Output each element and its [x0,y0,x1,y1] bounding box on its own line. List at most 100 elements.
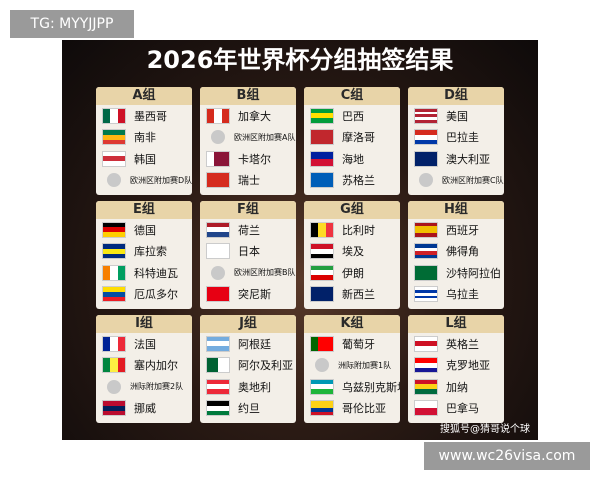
placeholder-icon [107,379,121,394]
team-name: 葡萄牙 [342,337,375,351]
team-row: 瑞士 [200,170,296,192]
team-name: 突尼斯 [238,288,271,302]
flag [310,286,334,303]
group-header: L组 [408,315,504,333]
placeholder-icon [419,173,433,188]
team-row: 西班牙 [408,219,504,241]
group-header: H组 [408,201,504,219]
team-row: 加纳 [408,376,504,398]
team-row: 苏格兰 [304,170,400,192]
group-card: K组葡萄牙洲际附加赛1队乌兹别克斯坦哥伦比亚 [304,315,400,423]
team-name: 加纳 [446,380,468,394]
team-row: 挪威 [96,398,192,420]
flag [102,335,126,352]
team-name: 欧洲区附加赛A队 [234,132,296,142]
group-card: F组荷兰日本 欧洲区附加赛B队突尼斯 [200,201,296,309]
title: 2026年世界杯分组抽签结果 [146,46,454,74]
team-row: 约旦 [200,398,296,420]
source: 搜狐号@猜哥说个球 [440,424,530,435]
team-row: 欧洲区附加赛A队 [200,127,296,149]
team-name: 乌兹别克斯坦 [342,380,400,394]
group-card: J组 阿根廷 阿尔及利亚 奥地利 约旦 [200,315,296,423]
team-row: 墨西哥 [96,105,192,127]
flag [414,264,438,281]
flag [414,400,438,417]
team-name: 德国 [134,223,156,237]
team-name: 挪威 [134,402,156,416]
flag [206,172,230,189]
flag [310,264,334,281]
group-card: C组 巴西 摩洛哥海地苏格兰 [304,87,400,195]
team-row: 欧洲区附加赛B队 [200,262,296,284]
group-card: H组 西班牙 佛得角 沙特阿拉伯 乌拉圭 [408,201,504,309]
flag [102,243,126,260]
group-card: L组英格兰克罗地亚加纳巴拿马 [408,315,504,423]
team-name: 荷兰 [238,223,260,237]
flag [206,150,230,167]
team-row: 欧洲区附加赛D队 [96,170,192,192]
team-row: 澳大利亚 [408,148,504,170]
group-card: I组 法国 塞内加尔 洲际附加赛2队 挪威 [96,315,192,423]
team-name: 巴拿马 [446,402,479,416]
flag [102,129,126,146]
flag [414,107,438,124]
team-row: 乌拉圭 [408,284,504,306]
url-watermark: www.wc26visa.com [424,442,590,470]
team-name: 洲际附加赛1队 [338,360,392,370]
flag [414,129,438,146]
group-header: G组 [304,201,400,219]
team-name: 库拉索 [134,245,167,259]
team-name: 克罗地亚 [446,359,490,373]
flag [102,264,126,281]
team-name: 哥伦比亚 [342,402,386,416]
group-card: A组 墨西哥 南非 韩国 欧洲区附加赛D队 [96,87,192,195]
placeholder-icon [315,358,329,373]
flag [206,221,230,238]
flag [206,335,230,352]
team-name: 新西兰 [342,288,375,302]
team-row: 巴拿马 [408,398,504,420]
group-header: C组 [304,87,400,105]
flag [310,150,334,167]
team-row: 法国 [96,333,192,355]
team-name: 埃及 [342,245,364,259]
team-row: 科特迪瓦 [96,262,192,284]
team-row: 乌兹别克斯坦 [304,376,400,398]
team-name: 厄瓜多尔 [134,288,178,302]
team-row: 哥伦比亚 [304,398,400,420]
team-row: 洲际附加赛2队 [96,376,192,398]
team-name: 阿尔及利亚 [238,359,293,373]
team-row: 伊朗 [304,262,400,284]
team-name: 巴拉圭 [446,131,479,145]
flag [206,286,230,303]
group-header: D组 [408,87,504,105]
flag [102,221,126,238]
team-row: 巴拉圭 [408,127,504,149]
team-name: 英格兰 [446,337,479,351]
group-header: B组 [200,87,296,105]
team-name: 瑞士 [238,174,260,188]
team-name: 洲际附加赛2队 [130,382,184,392]
team-name: 伊朗 [342,266,364,280]
placeholder-icon [211,130,225,145]
flag [310,129,334,146]
team-row: 卡塔尔 [200,148,296,170]
flag [206,357,230,374]
team-row: 洲际附加赛1队 [304,355,400,377]
watermark: TG: MYYJJPP [10,10,134,38]
team-name: 海地 [342,152,364,166]
flag [206,243,230,260]
team-row: 埃及 [304,241,400,263]
flag [310,243,334,260]
team-row: 摩洛哥 [304,127,400,149]
team-name: 比利时 [342,223,375,237]
flag [310,378,334,395]
team-row: 巴西 [304,105,400,127]
flag [414,221,438,238]
flag [102,150,126,167]
team-row: 日本 [200,241,296,263]
team-name: 塞内加尔 [134,359,178,373]
group-header: F组 [200,201,296,219]
group-header: E组 [96,201,192,219]
